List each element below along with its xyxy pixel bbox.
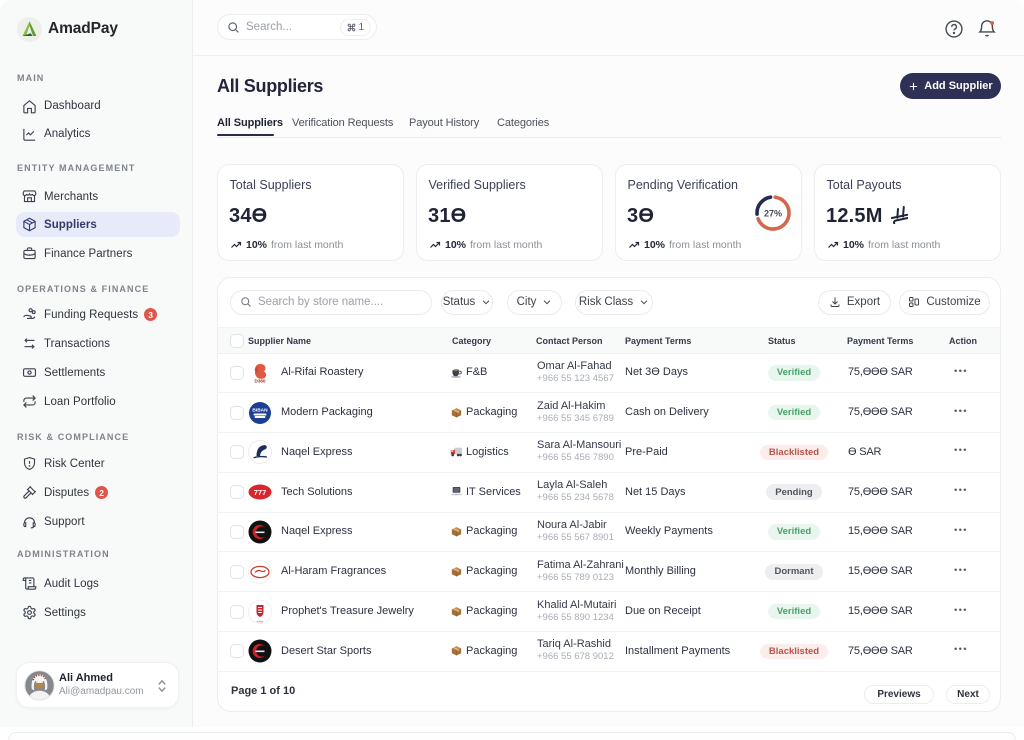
svg-text:27%: 27% — [764, 208, 782, 218]
svg-text:777: 777 — [254, 488, 267, 497]
svg-text:جوهرة: جوهرة — [256, 619, 263, 622]
svg-text:D360: D360 — [255, 378, 266, 383]
svg-text:BIBAN: BIBAN — [252, 407, 268, 413]
